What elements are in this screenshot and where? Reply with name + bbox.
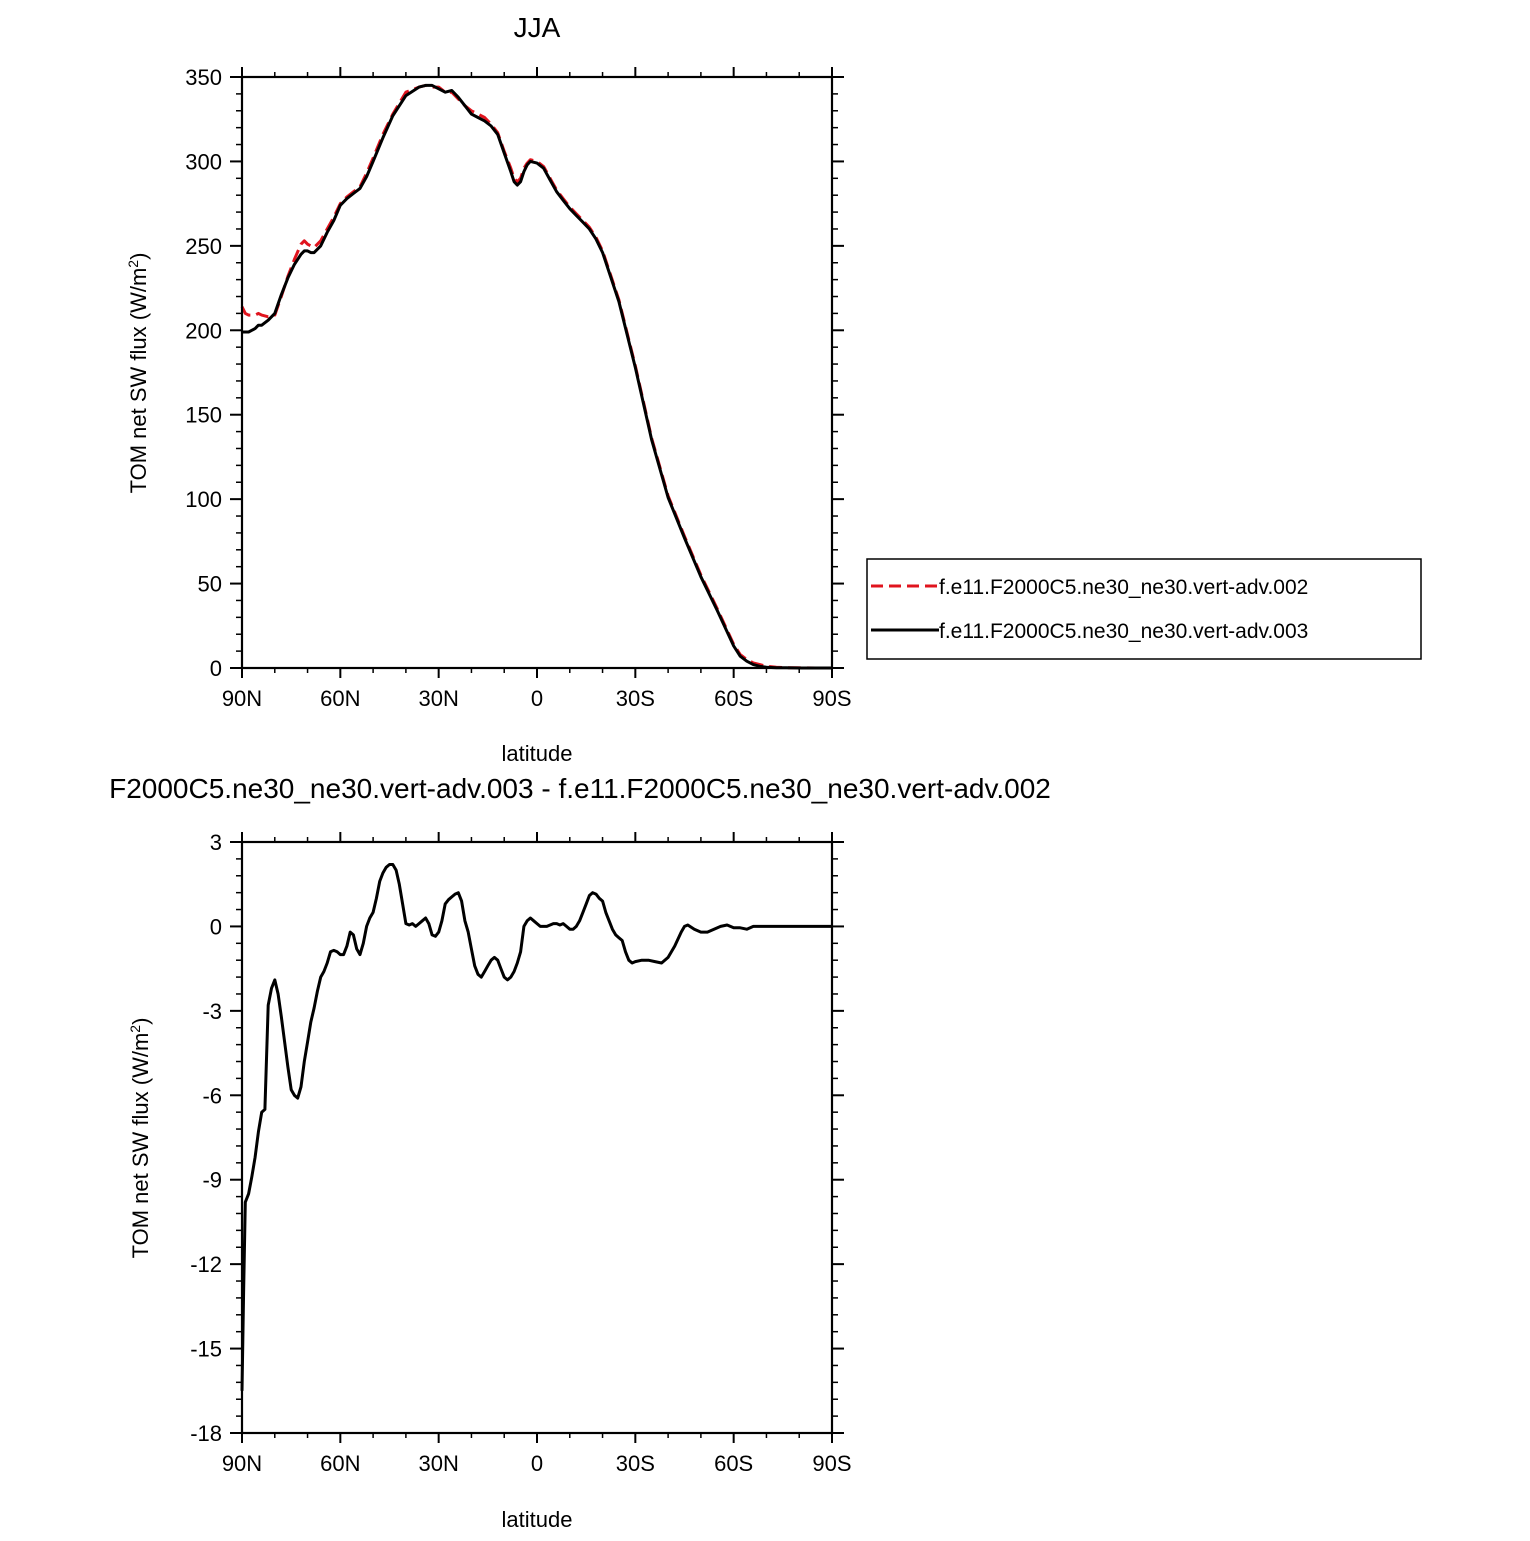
bottom-y-tick-label: -3 xyxy=(202,999,222,1024)
bottom-chart-title: F2000C5.ne30_ne30.vert-adv.003 - f.e11.F… xyxy=(109,773,1051,804)
top-y-tick-label: 200 xyxy=(185,318,222,343)
top-x-axis-label: latitude xyxy=(502,741,573,766)
top-y-tick-label: 250 xyxy=(185,234,222,259)
legend-label-run002: f.e11.F2000C5.ne30_ne30.vert-adv.002 xyxy=(939,576,1308,599)
bottom-x-tick-label: 90S xyxy=(812,1451,851,1476)
legend: f.e11.F2000C5.ne30_ne30.vert-adv.002 f.e… xyxy=(866,558,1422,660)
bottom-y-tick-label: 3 xyxy=(210,830,222,855)
top-series-line-1 xyxy=(242,83,832,670)
top-y-tick-label: 350 xyxy=(185,65,222,90)
bottom-y-axis-label: TOM net SW flux (W/m2) xyxy=(127,1018,153,1259)
top-x-tick-label: 60N xyxy=(320,686,360,711)
top-x-tick-label: 90S xyxy=(812,686,851,711)
bottom-y-tick-label: -12 xyxy=(190,1252,222,1277)
top-y-tick-label: 0 xyxy=(210,656,222,681)
top-y-axis-label: TOM net SW flux (W/m2) xyxy=(125,253,151,494)
bottom-series-line-0 xyxy=(240,863,832,1391)
bottom-x-tick-label: 0 xyxy=(531,1451,543,1476)
bottom-x-tick-label: 60S xyxy=(714,1451,753,1476)
top-series-line-0 xyxy=(240,83,832,670)
top-plot-area: 90N 60N 30N 0 30S 60S 90S 0 50 100 150 200 250 300 350 xyxy=(185,65,851,711)
top-y-tick-label: 300 xyxy=(185,149,222,174)
bottom-y-tick-label: -18 xyxy=(190,1421,222,1446)
top-y-tick-label: 100 xyxy=(185,487,222,512)
top-x-tick-label: 60S xyxy=(714,686,753,711)
bottom-plot-area: 90N 60N 30N 0 30S 60S 90S 3 0 -3 -6 -9 -12 -15 -18 xyxy=(190,830,851,1476)
bottom-x-tick-label: 60N xyxy=(320,1451,360,1476)
top-y-tick-label: 50 xyxy=(198,572,222,597)
bottom-y-tick-label: -6 xyxy=(202,1083,222,1108)
bottom-y-tick-label: 0 xyxy=(210,914,222,939)
top-x-tick-label: 90N xyxy=(222,686,262,711)
bottom-x-axis-label: latitude xyxy=(502,1507,573,1532)
bottom-y-tick-label: -9 xyxy=(202,1168,222,1193)
bottom-plot-frame xyxy=(240,840,834,1435)
bottom-x-tick-label: 30N xyxy=(418,1451,458,1476)
top-plot-frame xyxy=(240,75,834,670)
legend-label-run003: f.e11.F2000C5.ne30_ne30.vert-adv.003 xyxy=(939,620,1308,643)
top-y-tick-label: 150 xyxy=(185,403,222,428)
bottom-x-tick-label: 30S xyxy=(616,1451,655,1476)
top-x-tick-label: 30N xyxy=(418,686,458,711)
top-x-tick-label: 0 xyxy=(531,686,543,711)
bottom-y-tick-label: -15 xyxy=(190,1337,222,1362)
top-x-tick-label: 30S xyxy=(616,686,655,711)
top-chart-title: JJA xyxy=(514,12,561,43)
bottom-x-tick-label: 90N xyxy=(222,1451,262,1476)
legend-box xyxy=(866,558,1422,660)
